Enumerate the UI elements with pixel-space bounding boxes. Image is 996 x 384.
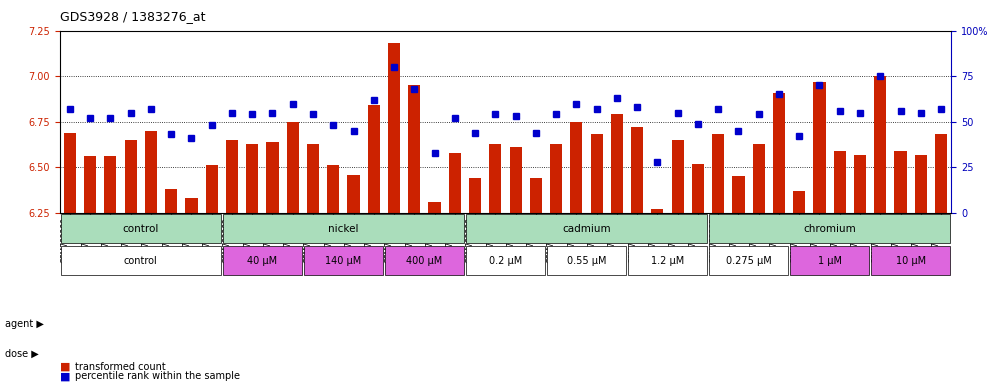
Bar bbox=[266, 142, 279, 213]
Text: percentile rank within the sample: percentile rank within the sample bbox=[75, 371, 240, 381]
Bar bbox=[408, 85, 420, 213]
Bar bbox=[530, 178, 542, 213]
Bar bbox=[84, 156, 97, 213]
Bar bbox=[692, 164, 704, 213]
Text: 1.2 μM: 1.2 μM bbox=[651, 255, 684, 266]
Bar bbox=[814, 82, 826, 213]
Bar bbox=[165, 189, 177, 213]
Bar bbox=[449, 153, 461, 213]
Text: 40 μM: 40 μM bbox=[247, 255, 278, 266]
Text: agent ▶: agent ▶ bbox=[5, 319, 44, 329]
Bar bbox=[773, 93, 785, 213]
Bar bbox=[388, 43, 400, 213]
Bar bbox=[64, 132, 76, 213]
FancyBboxPatch shape bbox=[61, 246, 221, 275]
FancyBboxPatch shape bbox=[223, 246, 302, 275]
Bar bbox=[144, 131, 157, 213]
Text: 0.2 μM: 0.2 μM bbox=[489, 255, 522, 266]
Bar bbox=[287, 122, 299, 213]
Text: control: control bbox=[124, 255, 157, 266]
Bar bbox=[611, 114, 622, 213]
FancyBboxPatch shape bbox=[304, 246, 382, 275]
Bar bbox=[368, 105, 379, 213]
Text: 140 μM: 140 μM bbox=[326, 255, 362, 266]
Bar bbox=[428, 202, 440, 213]
Bar bbox=[631, 127, 643, 213]
FancyBboxPatch shape bbox=[547, 246, 626, 275]
Bar bbox=[510, 147, 522, 213]
Bar bbox=[732, 176, 745, 213]
Text: transformed count: transformed count bbox=[75, 362, 165, 372]
Bar bbox=[935, 134, 947, 213]
Bar bbox=[105, 156, 117, 213]
Text: GDS3928 / 1383276_at: GDS3928 / 1383276_at bbox=[60, 10, 205, 23]
FancyBboxPatch shape bbox=[223, 214, 464, 243]
Bar bbox=[914, 154, 927, 213]
FancyBboxPatch shape bbox=[466, 214, 707, 243]
FancyBboxPatch shape bbox=[872, 246, 950, 275]
Bar bbox=[874, 76, 886, 213]
Bar bbox=[712, 134, 724, 213]
Bar bbox=[246, 144, 258, 213]
Bar bbox=[651, 209, 663, 213]
Text: 10 μM: 10 μM bbox=[895, 255, 925, 266]
Text: chromium: chromium bbox=[803, 224, 856, 234]
Text: 0.275 μM: 0.275 μM bbox=[726, 255, 772, 266]
Text: 400 μM: 400 μM bbox=[406, 255, 442, 266]
Bar bbox=[185, 198, 197, 213]
Bar bbox=[834, 151, 846, 213]
Bar bbox=[124, 140, 136, 213]
FancyBboxPatch shape bbox=[384, 246, 464, 275]
Bar bbox=[327, 166, 340, 213]
Bar bbox=[307, 144, 319, 213]
FancyBboxPatch shape bbox=[628, 246, 707, 275]
Bar bbox=[894, 151, 906, 213]
Text: 0.55 μM: 0.55 μM bbox=[567, 255, 607, 266]
Bar bbox=[753, 144, 765, 213]
Bar bbox=[671, 140, 684, 213]
Bar bbox=[469, 178, 481, 213]
FancyBboxPatch shape bbox=[790, 246, 870, 275]
FancyBboxPatch shape bbox=[466, 246, 545, 275]
FancyBboxPatch shape bbox=[61, 214, 221, 243]
FancyBboxPatch shape bbox=[709, 214, 950, 243]
Bar bbox=[489, 144, 501, 213]
Bar bbox=[348, 175, 360, 213]
Text: nickel: nickel bbox=[328, 224, 359, 234]
Text: cadmium: cadmium bbox=[562, 224, 611, 234]
Bar bbox=[550, 144, 562, 213]
Bar bbox=[591, 134, 603, 213]
Bar bbox=[226, 140, 238, 213]
Bar bbox=[205, 166, 218, 213]
FancyBboxPatch shape bbox=[709, 246, 788, 275]
Bar bbox=[793, 191, 806, 213]
Text: 1 μM: 1 μM bbox=[818, 255, 842, 266]
Bar bbox=[854, 154, 867, 213]
Text: control: control bbox=[123, 224, 159, 234]
Text: ■: ■ bbox=[60, 362, 71, 372]
Text: ■: ■ bbox=[60, 371, 71, 381]
Text: dose ▶: dose ▶ bbox=[5, 348, 39, 358]
Bar bbox=[571, 122, 583, 213]
